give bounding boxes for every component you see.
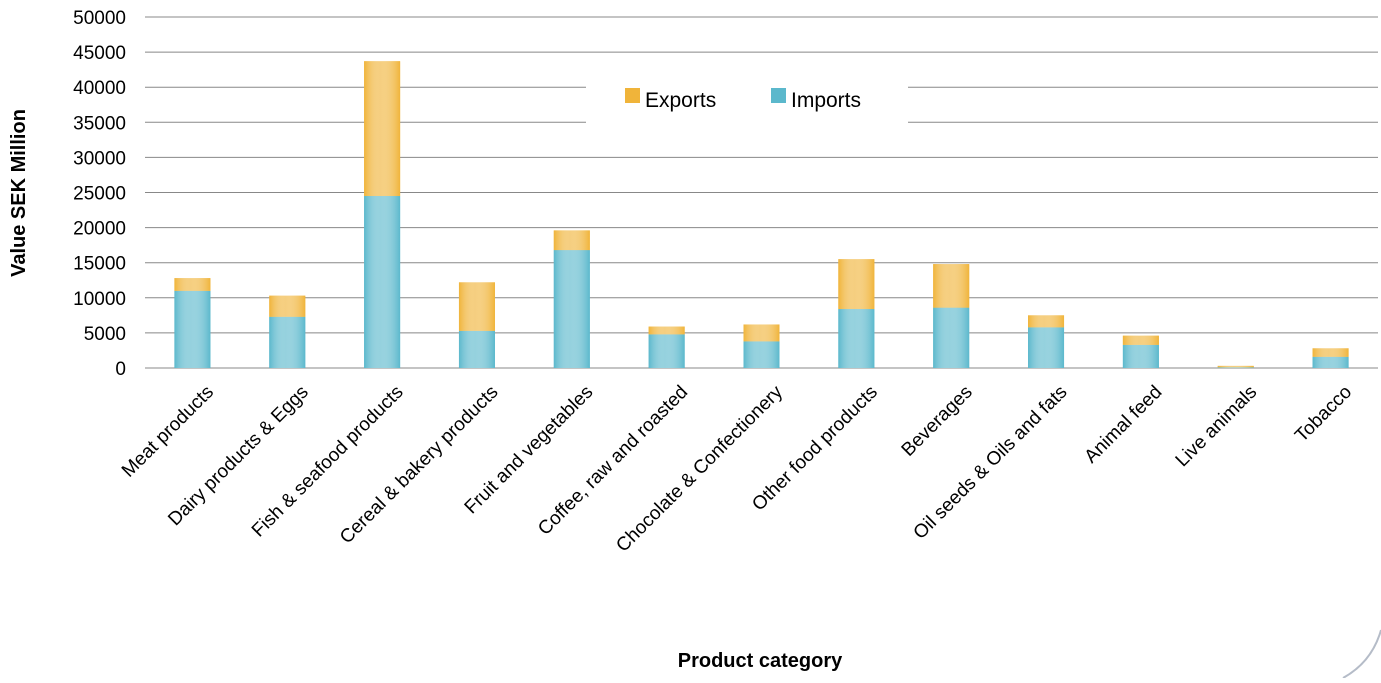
x-category-label: Fish & seafood products [248,382,408,542]
decorative-corner-curve [1342,629,1381,679]
bar-shading [1312,356,1349,368]
bar-shading [743,341,780,368]
y-axis-ticks: 0 5000 10000 15000 20000 25000 30000 35000 40000… [73,8,126,380]
y-tick-label: 35000 [73,113,126,134]
bar-shading [269,316,306,368]
bar-shading [553,230,590,251]
bar-shading [743,324,780,342]
bar-shading [648,326,685,335]
bar-shading [648,334,685,368]
y-tick-label: 0 [115,359,126,380]
bar-shading [933,307,970,368]
x-category-label: Tobacco [1291,382,1356,447]
legend-swatch-imports [771,88,786,103]
x-category-label: Chocolate & Confectionery [612,381,787,556]
y-tick-label: 20000 [73,219,126,240]
y-tick-label: 40000 [73,78,126,99]
y-tick-label: 45000 [73,43,126,64]
legend-swatch-exports [625,88,640,103]
bar-shading [838,259,875,310]
bar-shading [1122,344,1159,368]
y-axis-title: Value SEK Million [8,109,30,277]
bar-shading [1028,327,1065,368]
y-tick-label: 10000 [73,289,126,310]
x-category-label: Oil seeds & Oils and fats [910,382,1072,544]
x-category-label: Live animals [1172,382,1262,472]
bar-shading [838,309,875,368]
bar-shading [174,290,211,368]
bar-shading [174,278,211,291]
legend-label-imports: Imports [791,89,861,112]
legend-label-exports: Exports [645,89,716,112]
y-tick-label: 5000 [84,324,126,345]
bar-shading [458,330,495,368]
bar-shading [364,61,401,197]
x-category-label: Meat products [118,382,218,482]
y-tick-label: 30000 [73,148,126,169]
y-tick-label: 50000 [73,8,126,29]
bar-shading [1217,365,1254,368]
legend: Exports Imports [586,56,908,136]
bar-shading [553,250,590,368]
y-tick-label: 15000 [73,254,126,275]
bar-shading [933,264,970,308]
bar-shading [364,196,401,368]
x-category-label: Beverages [898,382,977,461]
x-category-label: Cereal & bakery products [336,382,502,548]
bar-shading [1217,367,1254,368]
x-axis-title: Product category [678,650,843,672]
y-tick-label: 25000 [73,184,126,205]
bars [174,61,1349,368]
x-category-label: Animal feed [1081,382,1167,468]
bar-shading [1312,348,1349,357]
bar-shading [458,282,495,331]
bar-shading [1122,335,1159,345]
bar-shading [269,295,306,317]
bar-shading [1028,315,1065,328]
